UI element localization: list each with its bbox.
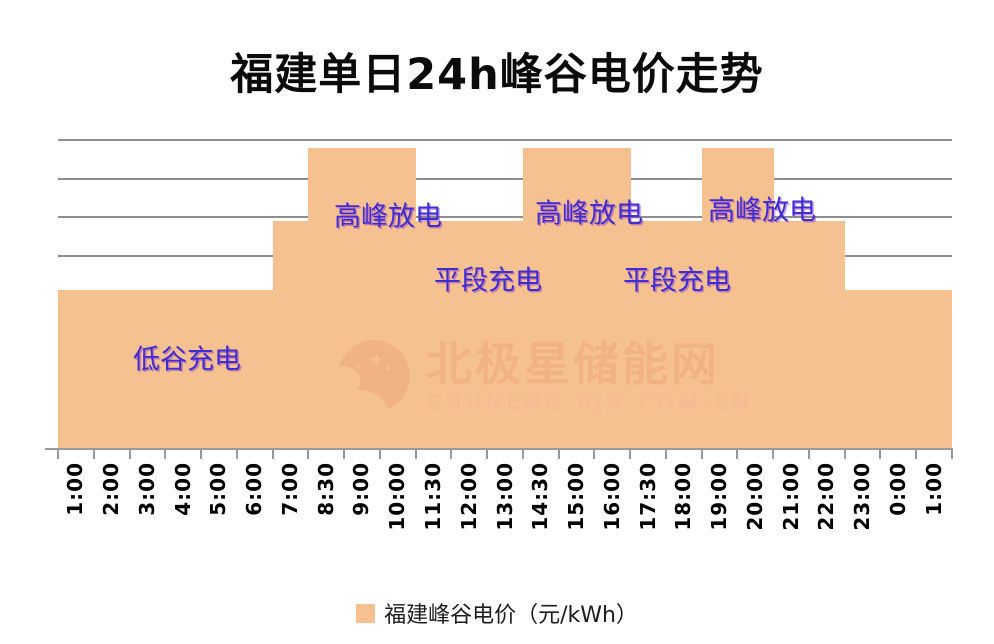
x-axis-tick-label: 10:00: [385, 462, 410, 531]
watermark: ✦ ✦ ✦ 北极星储能网 CHUNENG.BJX.COM.CN: [338, 340, 753, 414]
axis-tick: [414, 448, 417, 459]
bar-segment: [487, 220, 524, 448]
axis-tick: [951, 448, 953, 459]
x-axis-tick-label: 18:00: [671, 462, 696, 531]
bar-segment: [415, 220, 453, 448]
axis-tick: [664, 448, 667, 459]
bar-segment: [451, 220, 488, 448]
axis-tick: [378, 448, 381, 459]
star-icon: ✦: [368, 348, 385, 372]
bar-segment: [558, 147, 596, 448]
axis-tick: [128, 448, 131, 459]
moon-shape: [338, 366, 360, 396]
axis-tick: [700, 448, 703, 459]
bar-segment: [58, 290, 95, 448]
x-axis-tick-label: 17:30: [635, 462, 660, 531]
x-axis-tick-label: 14:30: [528, 462, 553, 531]
bar-segment: [165, 290, 202, 448]
gridline: [58, 139, 952, 141]
page-title: 福建单日24h峰谷电价走势: [230, 50, 764, 100]
x-axis-tick-label: 8:30: [313, 462, 338, 516]
x-axis-tick-label: 5:00: [206, 462, 231, 516]
chart-annotation: 高峰放电: [334, 201, 442, 233]
axis-tick: [450, 448, 453, 459]
legend-label: 福建峰谷电价（元/kWh）: [384, 603, 638, 628]
bar-segment: [737, 147, 774, 448]
x-axis-tick-label: 15:00: [564, 462, 589, 531]
axis-tick: [557, 448, 560, 459]
axis-tick: [915, 448, 918, 459]
axis-tick: [92, 448, 95, 459]
x-axis-tick-label: 19:00: [707, 462, 732, 531]
legend: 福建峰谷电价（元/kWh）: [0, 597, 994, 629]
axis-tick: [200, 448, 203, 459]
x-axis-tick-label: 16:00: [599, 462, 624, 531]
bar-segment: [236, 290, 274, 448]
star-icon: ✦: [354, 360, 364, 373]
bar-segment: [665, 220, 703, 448]
chart-annotation: 低谷充电: [133, 344, 241, 376]
axis-tick: [164, 448, 167, 459]
x-axis-line: [45, 448, 952, 450]
chart-annotation: 高峰放电: [708, 195, 816, 227]
x-axis-tick-label: 1:00: [63, 462, 88, 516]
chart-annotation: 平段充电: [434, 265, 542, 297]
bar-segment: [522, 147, 560, 448]
cloud-shape: [338, 390, 388, 412]
bar-segment: [701, 147, 739, 448]
bar-segment: [630, 220, 667, 448]
watermark-title: 北极星储能网: [426, 337, 720, 391]
axis-tick: [593, 448, 596, 459]
bar-segment: [880, 290, 917, 448]
bar-segment: [272, 220, 309, 448]
x-axis-tick-label: 7:00: [277, 462, 302, 516]
x-axis-tick-label: 3:00: [134, 462, 159, 516]
x-axis-tick-label: 0:00: [885, 462, 910, 516]
x-axis-tick-label: 2:00: [99, 462, 124, 516]
x-axis-tick-label: 13:00: [492, 462, 517, 531]
axis-tick: [57, 448, 59, 459]
legend-swatch: [356, 603, 376, 623]
bar-segment: [844, 290, 882, 448]
axis-tick: [343, 448, 346, 459]
watermark-text: 北极星储能网 CHUNENG.BJX.COM.CN: [426, 340, 753, 414]
axis-tick: [843, 448, 846, 459]
axis-tick: [772, 448, 775, 459]
bar-segment: [916, 290, 952, 448]
bar-segment: [808, 220, 846, 448]
star-icon: ✦: [384, 364, 393, 375]
x-axis-tick-label: 6:00: [242, 462, 267, 516]
bar-segment: [594, 147, 631, 448]
axis-tick: [807, 448, 810, 459]
x-axis-tick-label: 1:00: [921, 462, 946, 516]
x-axis-tick-label: 4:00: [170, 462, 195, 516]
axis-tick: [235, 448, 238, 459]
watermark-logo-icon: ✦ ✦ ✦: [338, 340, 410, 412]
x-axis-tick-label: 21:00: [778, 462, 803, 531]
bar-segment: [773, 220, 810, 448]
axis-tick: [486, 448, 489, 459]
x-axis-tick-label: 12:00: [456, 462, 481, 531]
bar-segment: [129, 290, 166, 448]
gridline: [58, 177, 952, 180]
x-axis-tick-label: 23:00: [850, 462, 875, 531]
x-axis-tick-label: 20:00: [742, 462, 767, 531]
x-axis-tick-label: 11:30: [420, 462, 445, 531]
axis-tick: [307, 448, 310, 459]
watermark-url: CHUNENG.BJX.COM.CN: [426, 390, 754, 414]
bar-segment: [201, 290, 238, 448]
chart-annotation: 平段充电: [623, 265, 731, 297]
x-axis-tick-label: 9:00: [349, 462, 374, 516]
chart-annotation: 高峰放电: [535, 198, 643, 230]
axis-tick: [629, 448, 632, 459]
axis-tick: [879, 448, 882, 459]
axis-tick: [521, 448, 524, 459]
axis-tick: [271, 448, 274, 459]
x-axis-tick-label: 22:00: [814, 462, 839, 531]
bar-segment: [93, 290, 131, 448]
axis-tick: [736, 448, 739, 459]
gridline: [58, 216, 952, 218]
